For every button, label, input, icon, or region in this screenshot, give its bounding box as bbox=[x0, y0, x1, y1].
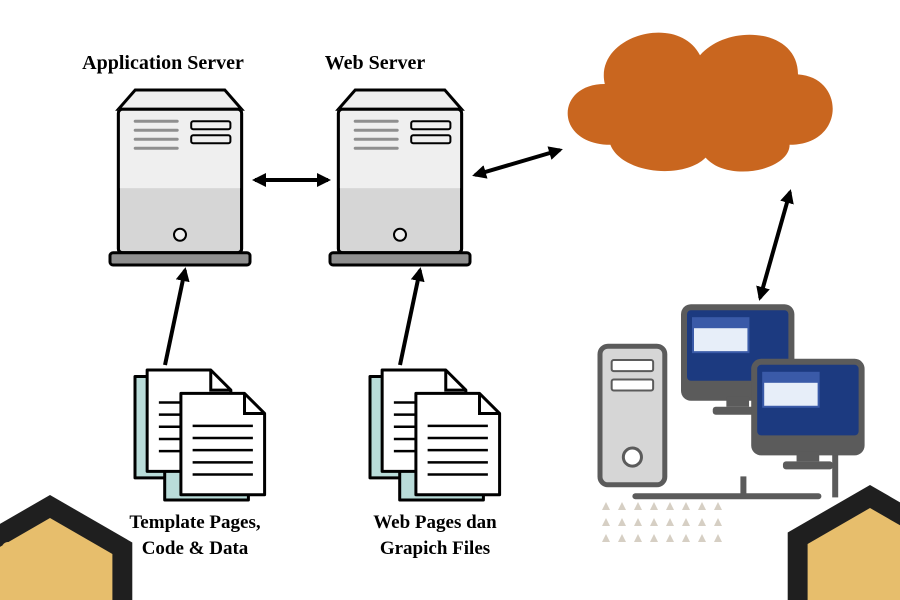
web-server-icon bbox=[330, 90, 470, 265]
arrow-tmpl-appsrv bbox=[165, 270, 185, 365]
label-web-server: Web Server bbox=[300, 52, 450, 75]
application-server-icon bbox=[110, 90, 250, 265]
cloud-icon bbox=[568, 33, 833, 172]
diagram-stage: { "type": "network-diagram", "background… bbox=[0, 0, 900, 600]
arrow-cloud-clients bbox=[760, 192, 790, 298]
label-templates: Template Pages, Code & Data bbox=[90, 510, 300, 561]
arrow-pages-websrv bbox=[400, 270, 420, 365]
arrow-web-cloud bbox=[475, 150, 560, 175]
client-workstations-icon bbox=[600, 304, 865, 499]
templates-files-icon bbox=[135, 370, 265, 500]
label-webpages: Web Pages dan Grapich Files bbox=[330, 510, 540, 561]
webpages-files-icon bbox=[370, 370, 500, 500]
label-application-server: Application Server bbox=[48, 52, 278, 75]
